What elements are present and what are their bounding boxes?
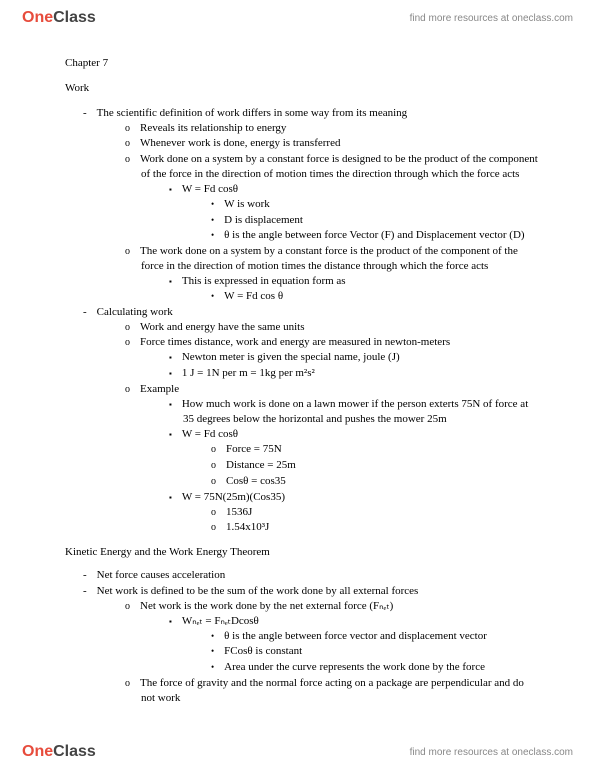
header-tagline[interactable]: find more resources at oneclass.com (410, 13, 573, 24)
logo-part-one: One (22, 9, 53, 27)
list-item: 1.54x10³J (211, 520, 540, 535)
text: 1536J (226, 506, 252, 518)
section-kinetic-title: Kinetic Energy and the Work Energy Theor… (65, 545, 540, 560)
list-item: Area under the curve represents the work… (211, 660, 540, 675)
text: Net work is defined to be the sum of the… (97, 585, 419, 597)
text: Net force causes acceleration (97, 569, 226, 581)
page-header: OneClass find more resources at oneclass… (0, 0, 595, 36)
text: Newton meter is given the special name, … (182, 351, 400, 363)
text: Work done on a system by a constant forc… (140, 153, 538, 180)
list-item: D is displacement (211, 213, 540, 228)
list-level-3: This is expressed in equation form as W … (141, 274, 540, 304)
text: θ is the angle between force vector and … (224, 630, 487, 642)
list-level-3: How much work is done on a lawn mower if… (141, 397, 540, 536)
text: Force = 75N (226, 443, 282, 455)
list-level-2: Net work is the work done by the net ext… (97, 599, 540, 706)
text: Work and energy have the same units (140, 321, 304, 333)
text: FCosθ is constant (224, 645, 302, 657)
list-level-5: Force = 75N Distance = 25m Cosθ = cos35 (183, 442, 540, 489)
brand-logo: OneClass (22, 743, 96, 761)
text: W is work (224, 198, 270, 210)
text: Example (140, 383, 179, 395)
list-item: W = 75N(25m)(Cos35) 1536J 1.54x10³J (169, 490, 540, 536)
list-item: The force of gravity and the normal forc… (125, 676, 540, 706)
logo-part-class: Class (53, 9, 96, 27)
footer-tagline[interactable]: find more resources at oneclass.com (410, 747, 573, 758)
list-item: Force = 75N (211, 442, 540, 457)
document-content: Chapter 7 Work The scientific definition… (0, 36, 595, 717)
text: 1 J = 1N per m = 1kg per m²s² (182, 367, 315, 379)
text: This is expressed in equation form as (182, 275, 346, 287)
text: W = Fd cosθ (182, 183, 238, 195)
list-item: W is work (211, 197, 540, 212)
logo-part-class: Class (53, 743, 96, 761)
list-item: This is expressed in equation form as W … (169, 274, 540, 304)
text: How much work is done on a lawn mower if… (182, 398, 528, 425)
text: Cosθ = cos35 (226, 475, 286, 487)
text: W = Fd cosθ (182, 428, 238, 440)
list-item: How much work is done on a lawn mower if… (169, 397, 540, 427)
list-item: W = Fd cos θ (211, 289, 540, 304)
list-item: Newton meter is given the special name, … (169, 350, 540, 365)
text: 1.54x10³J (226, 521, 269, 533)
list-item: θ is the angle between force Vector (F) … (211, 228, 540, 243)
list-item: Reveals its relationship to energy (125, 121, 540, 136)
list-item: W = Fd cosθ Force = 75N Distance = 25m C… (169, 427, 540, 488)
list-item: Calculating work Work and energy have th… (83, 305, 540, 536)
list-level-4: W = Fd cos θ (183, 289, 540, 304)
logo-part-one: One (22, 743, 53, 761)
list-item: Work and energy have the same units (125, 320, 540, 335)
list-level-4: θ is the angle between force vector and … (183, 629, 540, 676)
list-item: Example How much work is done on a lawn … (125, 382, 540, 535)
text: W = 75N(25m)(Cos35) (182, 491, 285, 503)
chapter-label: Chapter 7 (65, 56, 540, 71)
list-item: Work done on a system by a constant forc… (125, 152, 540, 243)
list-level-3: Wₙₑₜ = FₙₑₜDcosθ θ is the angle between … (141, 614, 540, 675)
section-work-title: Work (65, 81, 540, 96)
list-level-3: Newton meter is given the special name, … (141, 350, 540, 381)
list-item: FCosθ is constant (211, 644, 540, 659)
text: Calculating work (97, 306, 173, 318)
list-item: Whenever work is done, energy is transfe… (125, 136, 540, 151)
text: The scientific definition of work differ… (97, 107, 407, 119)
list-item: Distance = 25m (211, 458, 540, 473)
list-item: θ is the angle between force vector and … (211, 629, 540, 644)
text: Force times distance, work and energy ar… (140, 336, 450, 348)
list-item: Net work is the work done by the net ext… (125, 599, 540, 675)
text: The force of gravity and the normal forc… (140, 677, 524, 704)
text: Distance = 25m (226, 459, 296, 471)
list-level-1: The scientific definition of work differ… (65, 106, 540, 536)
list-item: 1536J (211, 505, 540, 520)
text: Reveals its relationship to energy (140, 122, 286, 134)
list-item: Force times distance, work and energy ar… (125, 335, 540, 381)
text: Whenever work is done, energy is transfe… (140, 137, 340, 149)
list-item: Wₙₑₜ = FₙₑₜDcosθ θ is the angle between … (169, 614, 540, 675)
list-level-4: W is work D is displacement θ is the ang… (183, 197, 540, 244)
list-item: The scientific definition of work differ… (83, 106, 540, 304)
list-level-3: W = Fd cosθ W is work D is displacement … (141, 182, 540, 243)
text: Net work is the work done by the net ext… (140, 600, 393, 612)
list-item: W = Fd cosθ W is work D is displacement … (169, 182, 540, 243)
page-footer: OneClass find more resources at oneclass… (0, 734, 595, 770)
text: Wₙₑₜ = FₙₑₜDcosθ (182, 615, 259, 627)
list-item: Cosθ = cos35 (211, 474, 540, 489)
text: W = Fd cos θ (224, 290, 283, 302)
list-level-5: 1536J 1.54x10³J (183, 505, 540, 536)
list-level-1: Net force causes acceleration Net work i… (65, 568, 540, 706)
list-level-2: Work and energy have the same units Forc… (97, 320, 540, 536)
text: θ is the angle between force Vector (F) … (224, 229, 524, 241)
list-item: 1 J = 1N per m = 1kg per m²s² (169, 366, 540, 381)
brand-logo: OneClass (22, 9, 96, 27)
list-item: Net work is defined to be the sum of the… (83, 584, 540, 706)
text: The work done on a system by a constant … (140, 245, 518, 272)
text: D is displacement (224, 214, 303, 226)
text: Area under the curve represents the work… (224, 661, 485, 673)
list-item: The work done on a system by a constant … (125, 244, 540, 303)
list-level-2: Reveals its relationship to energy Whene… (97, 121, 540, 304)
list-item: Net force causes acceleration (83, 568, 540, 583)
